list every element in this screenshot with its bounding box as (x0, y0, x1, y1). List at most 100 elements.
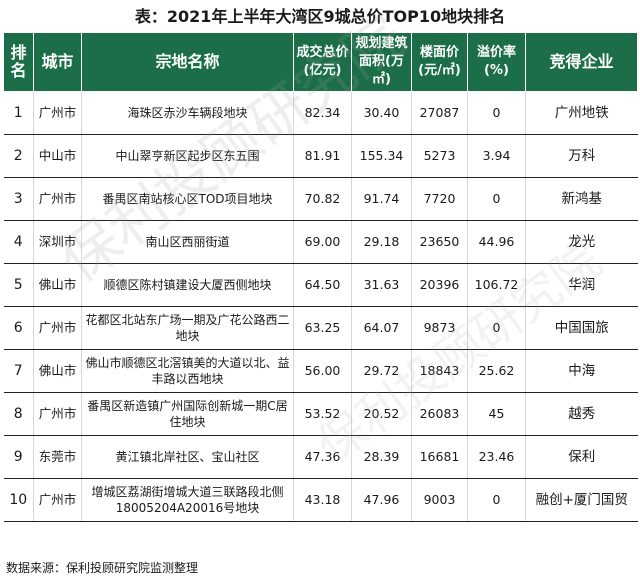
table-row: 6 广州市 花都区北站东广场一期及广花公路西二地块 63.25 64.07 9873 0 中国… (3, 306, 638, 350)
table-row: 9 东莞市 黄江镇北岸社区、宝山社区 47.36 28.39 16681 23.46 保利 (3, 435, 638, 479)
cell-total-price: 64.50 (293, 263, 352, 307)
header-rank: 排名 (3, 32, 34, 92)
table-row: 3 广州市 番禺区南站核心区TOD项目地块 70.82 91.74 7720 0 新鸿基 (3, 177, 638, 221)
header-price: 成交总价 (亿元) (293, 32, 352, 92)
cell-planned-area: 29.72 (351, 349, 412, 393)
cell-premium-rate: 0 (467, 177, 526, 221)
cell-plot-name: 增城区荔湖街增城大道三联路段北侧18005204A20016号地块 (81, 478, 294, 522)
cell-plot-name: 海珠区赤沙车辆段地块 (81, 91, 294, 135)
table-row: 2 中山市 中山翠亨新区起步区东五围 81.91 155.34 5273 3.94 万科 (3, 134, 638, 178)
header-floor-price: 楼面价 (元/㎡) (411, 32, 468, 92)
cell-city: 佛山市 (33, 349, 82, 393)
cell-premium-rate: 45 (467, 392, 526, 436)
cell-total-price: 82.34 (293, 91, 352, 135)
cell-plot-name: 顺德区陈村镇建设大厦西侧地块 (81, 263, 294, 307)
header-area: 规划建筑面积(万㎡) (351, 32, 412, 92)
cell-floor-price: 27087 (411, 91, 468, 135)
cell-total-price: 70.82 (293, 177, 352, 221)
cell-plot-name: 佛山市顺德区北滘镇美的大道以北、益丰路以西地块 (81, 349, 294, 393)
header-price-line1: 成交总价 (296, 45, 349, 60)
header-area-line1: 规划建筑 (355, 36, 408, 51)
cell-planned-area: 47.96 (351, 478, 412, 522)
cell-rank: 7 (3, 349, 34, 393)
cell-winning-company: 广州地铁 (525, 91, 638, 135)
cell-floor-price: 23650 (411, 220, 468, 264)
cell-city: 佛山市 (33, 263, 82, 307)
cell-city: 中山市 (33, 134, 82, 178)
table-row: 5 佛山市 顺德区陈村镇建设大厦西侧地块 64.50 31.63 20396 106.72 华… (3, 263, 638, 307)
table-row: 8 广州市 番禺区新造镇广州国际创新城一期C居住地块 53.52 20.52 26083 4… (3, 392, 638, 436)
header-company: 竞得企业 (525, 32, 638, 92)
cell-plot-name: 黄江镇北岸社区、宝山社区 (81, 435, 294, 479)
table-title: 表：2021年上半年大湾区9城总价TOP10地块排名 (134, 7, 506, 26)
cell-rank: 2 (3, 134, 34, 178)
land-ranking-table: 排名 城市 宗地名称 成交总价 (亿元) 规划建筑 面积(万㎡) 楼面价 (元/㎡) … (3, 32, 638, 522)
cell-premium-rate: 0 (467, 478, 526, 522)
cell-floor-price: 9003 (411, 478, 468, 522)
cell-rank: 3 (3, 177, 34, 221)
cell-floor-price: 9873 (411, 306, 468, 350)
cell-winning-company: 中海 (525, 349, 638, 393)
cell-total-price: 43.18 (293, 478, 352, 522)
cell-premium-rate: 23.46 (467, 435, 526, 479)
cell-planned-area: 28.39 (351, 435, 412, 479)
header-prem-line2: (%) (484, 63, 509, 78)
cell-rank: 8 (3, 392, 34, 436)
cell-plot-name: 番禺区新造镇广州国际创新城一期C居住地块 (81, 392, 294, 436)
cell-premium-rate: 25.62 (467, 349, 526, 393)
cell-winning-company: 中国国旅 (525, 306, 638, 350)
cell-winning-company: 万科 (525, 134, 638, 178)
header-floor-line2: (元/㎡) (418, 63, 461, 78)
cell-floor-price: 26083 (411, 392, 468, 436)
header-prem-line1: 溢价率 (476, 45, 516, 60)
cell-planned-area: 64.07 (351, 306, 412, 350)
header-row: 排名 城市 宗地名称 成交总价 (亿元) 规划建筑 面积(万㎡) 楼面价 (元/㎡) … (3, 32, 638, 92)
cell-plot-name: 南山区西丽街道 (81, 220, 294, 264)
cell-total-price: 81.91 (293, 134, 352, 178)
cell-rank: 5 (3, 263, 34, 307)
cell-rank: 6 (3, 306, 34, 350)
cell-planned-area: 31.63 (351, 263, 412, 307)
cell-plot-name: 花都区北站东广场一期及广花公路西二地块 (81, 306, 294, 350)
cell-winning-company: 龙光 (525, 220, 638, 264)
cell-premium-rate: 44.96 (467, 220, 526, 264)
cell-planned-area: 91.74 (351, 177, 412, 221)
cell-floor-price: 16681 (411, 435, 468, 479)
table-row: 4 深圳市 南山区西丽街道 69.00 29.18 23650 44.96 龙光 (3, 220, 638, 264)
cell-rank: 10 (3, 478, 34, 522)
cell-total-price: 53.52 (293, 392, 352, 436)
cell-rank: 1 (3, 91, 34, 135)
cell-planned-area: 155.34 (351, 134, 412, 178)
cell-floor-price: 7720 (411, 177, 468, 221)
cell-floor-price: 5273 (411, 134, 468, 178)
header-price-line2: (亿元) (303, 63, 342, 78)
header-area-line2: 面积(万㎡) (359, 54, 404, 87)
cell-floor-price: 18843 (411, 349, 468, 393)
data-source-note: 数据来源：保利投顾研究院监测整理 (6, 561, 199, 575)
cell-total-price: 47.36 (293, 435, 352, 479)
cell-premium-rate: 0 (467, 91, 526, 135)
cell-total-price: 63.25 (293, 306, 352, 350)
cell-city: 广州市 (33, 91, 82, 135)
table-row: 10 广州市 增城区荔湖街增城大道三联路段北侧18005204A20016号地块 43… (3, 478, 638, 522)
cell-total-price: 69.00 (293, 220, 352, 264)
cell-plot-name: 中山翠亨新区起步区东五围 (81, 134, 294, 178)
cell-premium-rate: 3.94 (467, 134, 526, 178)
cell-total-price: 56.00 (293, 349, 352, 393)
header-premium: 溢价率 (%) (467, 32, 526, 92)
cell-winning-company: 越秀 (525, 392, 638, 436)
cell-winning-company: 华润 (525, 263, 638, 307)
cell-winning-company: 融创+厦门国贸 (525, 478, 638, 522)
cell-planned-area: 30.40 (351, 91, 412, 135)
cell-winning-company: 保利 (525, 435, 638, 479)
cell-city: 广州市 (33, 478, 82, 522)
cell-premium-rate: 0 (467, 306, 526, 350)
cell-rank: 9 (3, 435, 34, 479)
cell-plot-name: 番禺区南站核心区TOD项目地块 (81, 177, 294, 221)
cell-planned-area: 20.52 (351, 392, 412, 436)
cell-city: 广州市 (33, 177, 82, 221)
cell-city: 广州市 (33, 306, 82, 350)
header-plot: 宗地名称 (81, 32, 294, 92)
cell-city: 深圳市 (33, 220, 82, 264)
cell-premium-rate: 106.72 (467, 263, 526, 307)
